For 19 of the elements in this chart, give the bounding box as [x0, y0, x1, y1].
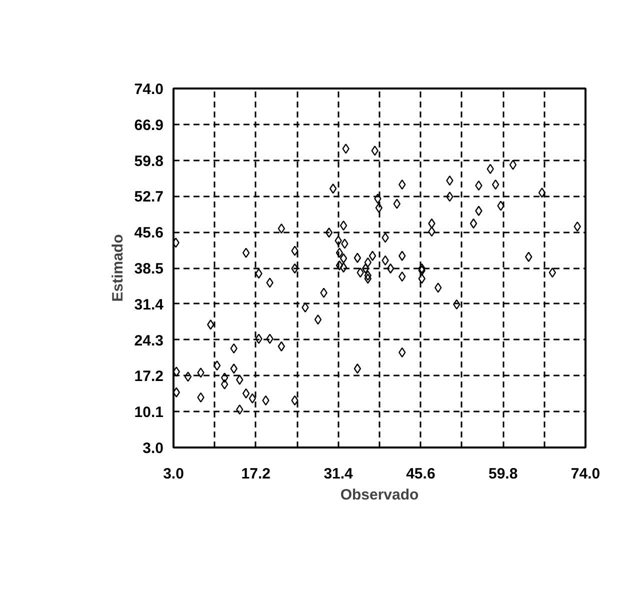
y-tick-label: 31.4 [134, 296, 164, 314]
y-tick-label: 74.0 [134, 81, 164, 98]
y-tick-label: 52.7 [134, 188, 164, 206]
y-tick-label: 17.2 [134, 368, 164, 386]
x-tick-label: 31.4 [324, 466, 354, 482]
y-tick-label: 66.9 [134, 116, 164, 134]
y-tick-label: 3.0 [142, 440, 164, 457]
x-tick-label: 59.8 [488, 466, 518, 482]
y-tick-label: 59.8 [134, 152, 164, 170]
y-tick-label: 38.5 [134, 260, 164, 278]
x-tick-label: 45.6 [406, 466, 436, 482]
y-tick-label: 45.6 [134, 224, 164, 242]
y-tick-label: 10.1 [134, 404, 164, 422]
y-tick-label: 24.3 [134, 332, 164, 350]
y-axis-title: Estimado [109, 234, 126, 302]
x-tick-label: 17.2 [241, 466, 271, 482]
x-tick-label: 74.0 [570, 466, 600, 482]
x-tick-label: 3.0 [163, 466, 184, 482]
x-axis-title: Observado [340, 486, 419, 504]
